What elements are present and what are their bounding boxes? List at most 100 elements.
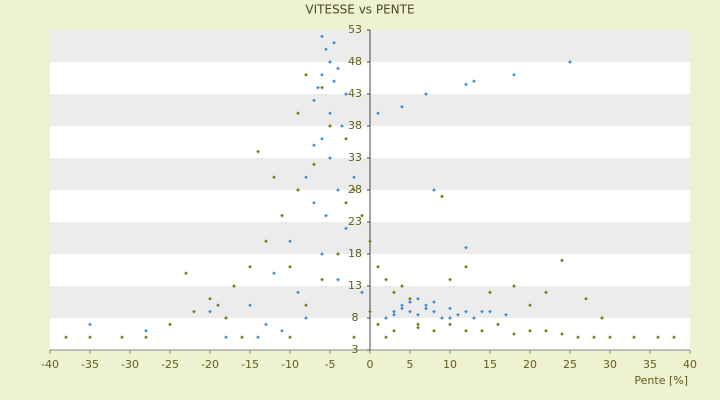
point	[304, 303, 308, 308]
point	[432, 300, 436, 304]
point	[464, 245, 468, 250]
point	[440, 316, 444, 320]
point	[288, 335, 292, 340]
point	[488, 309, 492, 314]
point	[296, 290, 300, 295]
point	[336, 66, 340, 71]
point	[528, 303, 532, 308]
point	[672, 335, 676, 340]
point	[368, 309, 372, 314]
point	[480, 309, 484, 314]
point	[336, 252, 340, 256]
point	[496, 322, 500, 327]
point	[472, 316, 476, 320]
point	[248, 303, 252, 308]
point	[592, 335, 596, 340]
point	[448, 306, 452, 311]
point	[312, 162, 316, 167]
point	[488, 290, 492, 295]
point	[416, 312, 420, 317]
point	[560, 332, 564, 336]
point	[272, 271, 276, 276]
point	[368, 239, 372, 244]
point	[280, 328, 284, 333]
point	[336, 277, 340, 282]
point	[328, 124, 332, 128]
point	[208, 309, 212, 314]
point	[584, 296, 588, 301]
y-tick-label: 18	[348, 247, 362, 260]
point	[416, 325, 420, 330]
point	[440, 194, 444, 199]
point	[352, 335, 356, 340]
x-axis-label: Pente [%]	[634, 374, 688, 387]
point	[464, 264, 468, 269]
point	[432, 188, 436, 192]
point	[560, 258, 564, 263]
x-tick-label: -30	[121, 358, 139, 371]
point	[400, 306, 404, 311]
point	[384, 335, 388, 340]
point	[528, 328, 532, 333]
point	[344, 92, 348, 96]
point	[344, 200, 348, 205]
point	[340, 124, 344, 128]
point	[240, 335, 244, 340]
point	[504, 312, 508, 317]
point	[432, 328, 436, 333]
point	[304, 72, 308, 77]
x-tick-label: -35	[81, 358, 99, 371]
x-tick-label: 0	[367, 358, 374, 371]
point	[328, 156, 332, 160]
point	[656, 335, 660, 340]
point	[360, 213, 364, 218]
point	[64, 335, 68, 340]
point	[424, 306, 428, 311]
point	[168, 322, 172, 327]
point	[512, 284, 516, 288]
point	[320, 277, 324, 282]
point	[424, 92, 428, 96]
point	[400, 104, 404, 109]
point	[408, 300, 412, 304]
y-tick-label: 33	[348, 151, 362, 164]
y-tick-label: 38	[348, 119, 362, 132]
point	[296, 188, 300, 192]
point	[184, 271, 188, 276]
point	[144, 335, 148, 340]
y-tick-label: 43	[348, 87, 362, 100]
point	[360, 290, 364, 295]
point	[408, 309, 412, 314]
point	[544, 328, 548, 333]
point	[144, 328, 148, 333]
point	[424, 303, 428, 308]
y-tick-label: 53	[348, 23, 362, 36]
point	[608, 335, 612, 340]
point	[320, 34, 324, 39]
point	[336, 188, 340, 192]
point	[208, 296, 212, 301]
point	[312, 98, 316, 103]
point	[448, 316, 452, 320]
y-tick-label: 48	[348, 55, 362, 68]
point	[392, 290, 396, 295]
point	[312, 200, 316, 205]
point	[272, 175, 276, 180]
point	[352, 188, 356, 192]
point	[576, 335, 580, 340]
chart-title: VITESSE vs PENTE	[305, 3, 414, 17]
point	[304, 316, 308, 320]
x-tick-label: 25	[563, 358, 577, 371]
point	[448, 277, 452, 282]
point	[352, 175, 356, 180]
point	[600, 316, 604, 320]
point	[320, 136, 324, 141]
point	[400, 284, 404, 288]
point	[512, 332, 516, 336]
point	[320, 252, 324, 256]
point	[432, 309, 436, 314]
point	[632, 335, 636, 340]
point	[464, 309, 468, 314]
point	[248, 264, 252, 269]
